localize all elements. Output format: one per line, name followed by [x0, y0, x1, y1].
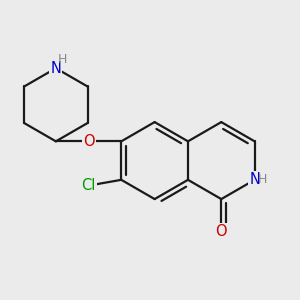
Text: N: N [50, 61, 61, 76]
Text: H: H [58, 53, 68, 66]
Text: N: N [249, 172, 260, 187]
Text: Cl: Cl [81, 178, 96, 193]
Text: H: H [258, 173, 268, 186]
Text: O: O [83, 134, 94, 149]
Text: O: O [215, 224, 227, 239]
